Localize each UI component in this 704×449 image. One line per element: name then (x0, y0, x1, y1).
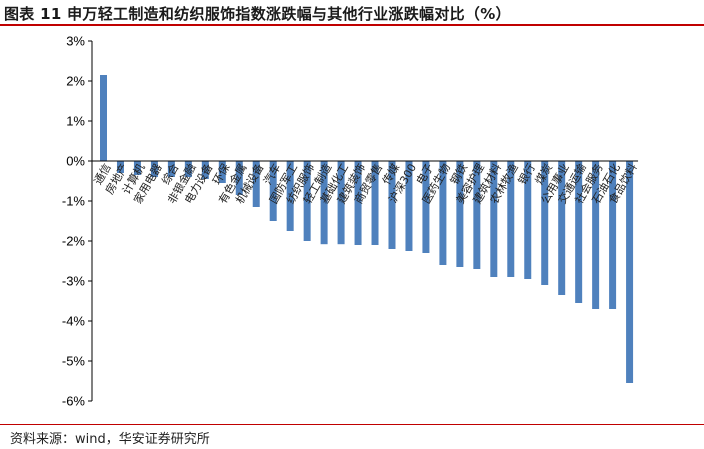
bar-chart: 3% 2% 1% 0% -1% -2% -3% -4% -5% -6% 通信房地产计算机家用电器综… (62, 34, 640, 409)
bar (269, 161, 277, 221)
chart-title: 图表 11 申万轻工制造和纺织服饰指数涨跌幅与其他行业涨跌幅对比（%） (4, 5, 511, 23)
y-tick-label: -6% (62, 394, 86, 409)
bar (524, 161, 532, 279)
bar (201, 161, 209, 179)
bar (286, 161, 294, 231)
bar (439, 161, 447, 265)
bar (541, 161, 549, 285)
bar (303, 161, 311, 241)
y-axis-ticks: 3% 2% 1% 0% -1% -2% -3% -4% -5% -6% (62, 34, 92, 409)
y-tick-label: -3% (62, 274, 86, 289)
bar (320, 161, 328, 245)
bar (609, 161, 617, 309)
bar (371, 161, 379, 245)
bar (473, 161, 481, 269)
bar (252, 161, 260, 207)
bar (575, 161, 583, 303)
category-label: 银行 (515, 161, 538, 187)
bar (116, 161, 124, 173)
bar (558, 161, 566, 295)
bar (337, 161, 345, 245)
bar (218, 161, 226, 183)
bar (167, 161, 175, 177)
y-tick-label: -4% (62, 314, 86, 329)
y-tick-label: -2% (62, 234, 86, 249)
y-tick-label: 0% (66, 154, 85, 169)
bar (626, 161, 634, 383)
bars (100, 75, 634, 383)
bar (507, 161, 515, 277)
title-rule (0, 24, 704, 26)
y-tick-label: -1% (62, 194, 86, 209)
bar (150, 161, 158, 177)
bar (490, 161, 498, 277)
bar (422, 161, 430, 253)
bar (592, 161, 600, 309)
y-tick-label: 1% (66, 114, 85, 129)
bar (100, 75, 107, 161)
source-note: 资料来源：wind，华安证券研究所 (10, 432, 210, 447)
bar (133, 161, 141, 175)
bar (235, 161, 243, 195)
bar (405, 161, 413, 251)
y-tick-label: 2% (66, 74, 85, 89)
source-rule (0, 424, 704, 425)
bar (456, 161, 464, 267)
y-tick-label: -5% (62, 354, 86, 369)
bar (184, 161, 192, 177)
y-tick-label: 3% (66, 34, 85, 49)
bar (354, 161, 362, 245)
bar (388, 161, 396, 249)
category-labels: 通信房地产计算机家用电器综合非银金融电力设备环保有色金属机械设备汽车国防军工纺织… (91, 161, 639, 206)
